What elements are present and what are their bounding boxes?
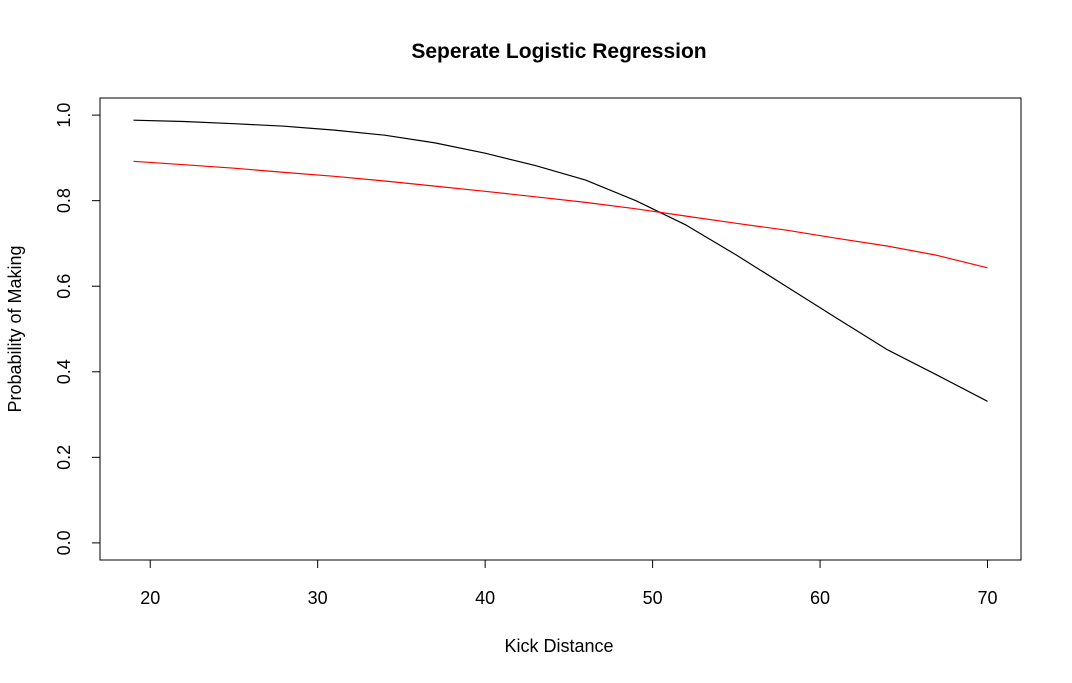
y-axis-label: Probability of Making [5, 245, 25, 412]
x-tick-label: 60 [810, 588, 830, 608]
y-tick-label: 0.6 [54, 274, 74, 299]
x-axis-label: Kick Distance [504, 636, 613, 656]
y-tick-label: 0.2 [54, 445, 74, 470]
x-tick-label: 40 [475, 588, 495, 608]
x-tick-label: 50 [643, 588, 663, 608]
x-axis: 20 30 40 50 60 70 [140, 559, 998, 608]
y-tick-label: 1.0 [54, 103, 74, 128]
y-tick-label: 0.8 [54, 188, 74, 213]
y-tick-label: 0.4 [54, 359, 74, 384]
plot-frame [99, 97, 1022, 561]
x-tick-label: 30 [308, 588, 328, 608]
y-tick-label: 0.0 [54, 530, 74, 555]
series-layer [133, 119, 988, 402]
series-line-1 [133, 119, 988, 402]
x-tick-label: 70 [977, 588, 997, 608]
y-axis: 0.0 0.2 0.4 0.6 0.8 1.0 [54, 103, 101, 555]
chart-title: Seperate Logistic Regression [411, 40, 706, 63]
series-line-2 [133, 160, 988, 269]
x-tick-label: 20 [140, 588, 160, 608]
